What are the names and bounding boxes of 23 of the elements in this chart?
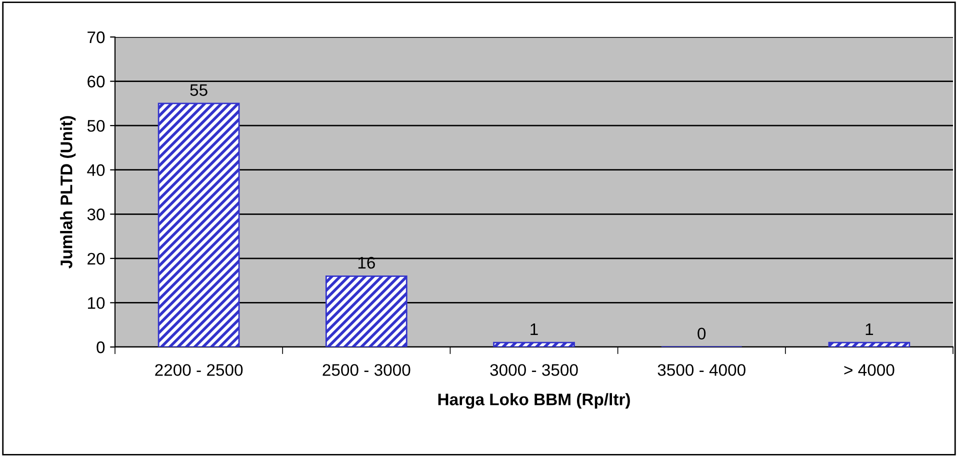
x-tick-label: > 4000 bbox=[844, 364, 894, 376]
y-tick-label: 50 bbox=[87, 120, 105, 132]
y-tick-label: 70 bbox=[88, 31, 105, 44]
x-tick-label: 2200 - 2500 bbox=[155, 364, 243, 376]
bar bbox=[493, 342, 575, 347]
data-label: 55 bbox=[190, 84, 208, 96]
x-tick-label: 2500 - 3000 bbox=[322, 364, 410, 376]
data-label: 1 bbox=[866, 323, 874, 335]
y-tick-label: 0 bbox=[96, 341, 105, 354]
data-label: 0 bbox=[698, 328, 706, 340]
y-tick-label: 20 bbox=[88, 252, 105, 265]
x-tick-label: 3000 - 3500 bbox=[490, 364, 578, 376]
y-tick-label: 40 bbox=[87, 164, 105, 176]
bar bbox=[828, 342, 910, 347]
y-axis-title: Jumlah PLTD (Unit) bbox=[60, 116, 76, 268]
bar bbox=[325, 275, 408, 347]
x-axis-title: Harga Loko BBM (Rp/ltr) bbox=[438, 393, 630, 409]
y-tick-label: 10 bbox=[88, 297, 105, 309]
data-label: 1 bbox=[530, 323, 538, 335]
x-tick-label: 3500 - 4000 bbox=[658, 364, 746, 376]
y-tick-label: 30 bbox=[87, 208, 105, 220]
y-tick-label: 60 bbox=[88, 76, 105, 88]
bar bbox=[158, 102, 240, 347]
